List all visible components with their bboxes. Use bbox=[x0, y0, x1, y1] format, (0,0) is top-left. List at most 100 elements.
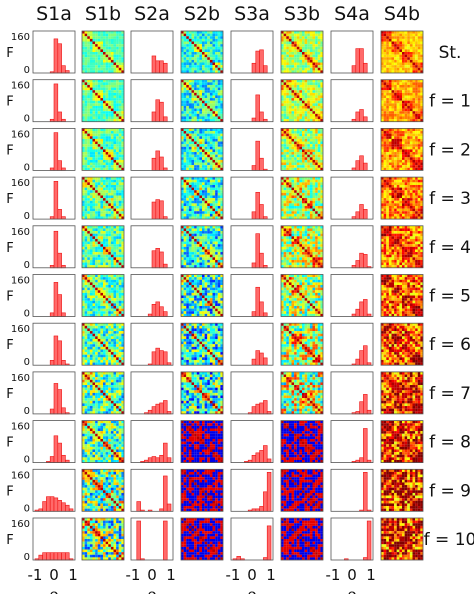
heatmap-cell bbox=[396, 46, 400, 50]
heatmap-cell bbox=[394, 138, 397, 142]
heatmap-cell bbox=[89, 236, 93, 239]
heatmap-cell bbox=[186, 184, 189, 188]
heatmap-cell bbox=[113, 233, 117, 237]
heatmap-cell bbox=[399, 179, 403, 183]
heatmap-cell bbox=[294, 98, 297, 101]
heatmap-cell bbox=[317, 90, 321, 93]
heatmap-cell bbox=[199, 225, 203, 229]
heatmap-cell bbox=[315, 241, 318, 245]
heatmap-cell bbox=[97, 113, 101, 117]
heatmap-cell bbox=[191, 59, 195, 63]
heatmap-cell bbox=[181, 246, 184, 250]
panel-s3a bbox=[230, 79, 274, 123]
heatmap-cell bbox=[317, 31, 321, 34]
heatmap-cell bbox=[108, 90, 111, 93]
heatmap-cell bbox=[383, 111, 387, 114]
heatmap-cell bbox=[315, 216, 318, 220]
heatmap-cell bbox=[315, 238, 318, 242]
heatmap-cell bbox=[92, 254, 96, 258]
heatmap-cell bbox=[315, 54, 318, 58]
heatmap-cell bbox=[103, 177, 106, 180]
heatmap-cell bbox=[199, 141, 203, 145]
heatmap-cell bbox=[202, 167, 205, 171]
heatmap-cell bbox=[288, 41, 292, 45]
heatmap-cell bbox=[381, 190, 384, 193]
heatmap-cell bbox=[207, 131, 210, 134]
heatmap-cell bbox=[317, 187, 321, 191]
heatmap-cell bbox=[103, 257, 106, 260]
heatmap-cell bbox=[209, 225, 213, 229]
heatmap-cell bbox=[199, 244, 203, 247]
heatmap-cell bbox=[97, 144, 101, 147]
heatmap-cell bbox=[188, 131, 192, 134]
heatmap-cell bbox=[212, 192, 216, 196]
heatmap-cell bbox=[381, 52, 384, 55]
heatmap-cell bbox=[108, 177, 111, 180]
heatmap-cell bbox=[296, 31, 300, 34]
heatmap-cell bbox=[89, 246, 93, 250]
heatmap-cell bbox=[420, 133, 424, 137]
heatmap-cell bbox=[288, 187, 292, 191]
heatmap-cell bbox=[302, 49, 305, 53]
heatmap-cell bbox=[118, 157, 122, 160]
heatmap-cell bbox=[291, 57, 295, 60]
heatmap-cell bbox=[199, 111, 203, 114]
heatmap-cell bbox=[396, 36, 400, 39]
heatmap-cell bbox=[191, 244, 195, 247]
heatmap-cell bbox=[105, 105, 109, 109]
heatmap-cell bbox=[202, 119, 205, 122]
heatmap-cell bbox=[196, 79, 200, 83]
heatmap-cell bbox=[191, 200, 195, 204]
heatmap-cell bbox=[215, 90, 218, 93]
heatmap-cell bbox=[121, 159, 125, 163]
heatmap-cell bbox=[188, 44, 192, 47]
heatmap-cell bbox=[116, 116, 119, 120]
y-tick-label: 0 bbox=[24, 65, 30, 76]
heatmap-cell bbox=[113, 216, 117, 220]
heatmap-cell bbox=[391, 52, 395, 55]
heatmap-cell bbox=[388, 108, 392, 112]
heatmap-cell bbox=[307, 203, 310, 207]
heatmap-cell bbox=[110, 159, 114, 163]
heatmap-cell bbox=[202, 192, 205, 196]
heatmap-cell bbox=[402, 165, 405, 168]
heatmap-cell bbox=[209, 179, 213, 183]
heatmap-cell bbox=[302, 165, 305, 168]
heatmap-cell bbox=[97, 65, 101, 68]
heatmap-cell bbox=[309, 225, 313, 229]
heatmap-cell bbox=[103, 184, 106, 188]
heatmap-cell bbox=[209, 33, 213, 37]
heatmap-cell bbox=[212, 149, 216, 153]
heatmap-cell bbox=[116, 184, 119, 188]
heatmap-cell bbox=[281, 211, 284, 214]
heatmap-cell bbox=[302, 205, 305, 209]
heatmap-cell bbox=[89, 144, 93, 147]
heatmap-cell bbox=[217, 128, 221, 132]
heatmap-cell bbox=[217, 119, 221, 122]
heatmap-cell bbox=[113, 98, 117, 101]
heatmap-cell bbox=[283, 95, 287, 99]
heatmap-cell bbox=[309, 113, 313, 117]
heatmap-cell bbox=[296, 249, 300, 253]
heatmap-cell bbox=[116, 200, 119, 204]
heatmap-cell bbox=[315, 233, 318, 237]
heatmap-cell bbox=[402, 65, 405, 68]
heatmap-cell bbox=[404, 52, 408, 55]
heatmap-cell bbox=[95, 262, 98, 266]
heatmap-cell bbox=[381, 162, 384, 166]
heatmap-cell bbox=[196, 200, 200, 204]
heatmap-cell bbox=[121, 49, 125, 53]
heatmap-cell bbox=[108, 84, 111, 88]
heatmap-cell bbox=[188, 70, 192, 74]
heatmap-cell bbox=[309, 241, 313, 245]
heatmap-cell bbox=[183, 238, 187, 242]
heatmap-cell bbox=[302, 41, 305, 45]
heatmap-cell bbox=[304, 141, 308, 145]
heatmap-cell bbox=[304, 79, 308, 83]
heatmap-cell bbox=[304, 144, 308, 147]
heatmap-cell bbox=[100, 200, 104, 204]
heatmap-cell bbox=[383, 70, 387, 74]
heatmap-cell bbox=[209, 252, 213, 255]
heatmap-cell bbox=[286, 254, 289, 258]
heatmap-cell bbox=[188, 179, 192, 183]
